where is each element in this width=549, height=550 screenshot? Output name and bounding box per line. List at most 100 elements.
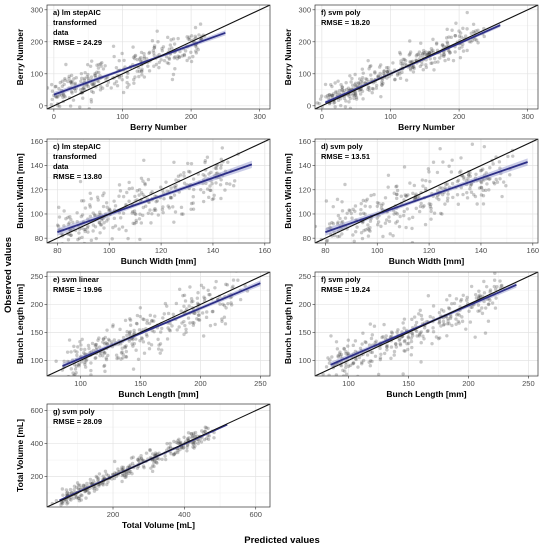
data-point xyxy=(77,496,81,501)
data-point xyxy=(176,450,180,455)
data-point xyxy=(397,338,401,342)
data-point xyxy=(398,337,402,341)
data-point xyxy=(124,344,128,348)
data-point xyxy=(379,224,383,229)
data-point xyxy=(155,461,159,465)
data-point xyxy=(98,231,102,235)
data-point xyxy=(398,342,402,346)
data-point xyxy=(69,350,73,354)
data-point xyxy=(190,441,195,445)
data-point xyxy=(369,193,373,198)
data-point xyxy=(318,97,323,101)
data-point xyxy=(176,439,180,443)
data-point xyxy=(79,87,83,92)
data-point xyxy=(365,353,370,357)
data-point xyxy=(395,330,399,334)
data-point xyxy=(184,307,189,311)
data-point xyxy=(398,72,402,76)
data-point xyxy=(346,351,350,355)
data-point xyxy=(327,373,331,376)
data-point xyxy=(346,86,351,90)
data-point xyxy=(385,70,390,74)
data-point xyxy=(99,84,103,89)
data-point xyxy=(167,61,171,66)
data-point xyxy=(83,484,88,488)
data-point xyxy=(493,306,498,310)
data-point xyxy=(467,39,472,44)
data-point xyxy=(145,334,149,338)
data-point xyxy=(340,232,344,236)
data-point xyxy=(81,483,86,487)
data-point xyxy=(185,438,189,442)
data-point xyxy=(348,74,352,78)
data-point xyxy=(160,348,164,352)
data-point xyxy=(351,233,355,237)
data-point xyxy=(177,55,182,59)
data-point xyxy=(473,194,478,199)
data-point xyxy=(83,206,88,210)
data-point xyxy=(412,65,416,69)
data-point xyxy=(150,319,154,323)
data-point xyxy=(71,371,75,375)
x-tick-label: 200 xyxy=(453,112,466,121)
data-point xyxy=(64,488,69,492)
plot-area xyxy=(47,272,270,376)
data-point xyxy=(149,221,153,225)
data-point xyxy=(351,207,355,212)
data-point xyxy=(459,156,463,160)
data-point xyxy=(329,82,333,87)
data-point xyxy=(59,93,63,97)
data-point xyxy=(449,35,453,40)
data-point xyxy=(124,354,128,359)
data-point xyxy=(76,363,81,367)
data-point xyxy=(68,228,72,233)
data-point xyxy=(189,161,194,166)
data-point xyxy=(457,313,462,317)
data-point xyxy=(379,352,383,356)
data-point xyxy=(146,64,150,68)
data-point xyxy=(487,188,491,192)
data-point xyxy=(89,75,94,79)
data-point xyxy=(97,220,101,225)
data-point xyxy=(191,320,195,325)
x-tick-label: 200 xyxy=(107,510,120,519)
data-point xyxy=(178,447,182,452)
data-point xyxy=(142,52,146,56)
data-point xyxy=(121,90,126,95)
data-point xyxy=(134,337,138,341)
data-point xyxy=(394,342,398,346)
data-point xyxy=(72,244,75,247)
data-point xyxy=(199,440,204,444)
data-point xyxy=(157,65,161,70)
data-point xyxy=(340,209,345,213)
data-point xyxy=(67,110,70,113)
data-point xyxy=(58,80,62,85)
data-point xyxy=(450,323,454,328)
data-point xyxy=(101,483,105,487)
data-point xyxy=(351,343,355,348)
data-point xyxy=(191,177,196,181)
data-point xyxy=(219,178,223,182)
data-point xyxy=(203,158,208,163)
data-point xyxy=(132,331,136,335)
data-point xyxy=(66,500,70,505)
data-point xyxy=(65,491,69,495)
data-point xyxy=(372,192,376,197)
data-point xyxy=(335,197,340,202)
data-point xyxy=(196,291,200,295)
data-point xyxy=(130,186,134,190)
data-point xyxy=(133,211,137,216)
data-point xyxy=(165,337,170,341)
data-point xyxy=(421,334,425,338)
data-point xyxy=(499,284,503,288)
data-point xyxy=(388,335,393,339)
data-point xyxy=(447,322,451,326)
x-axis-label: Berry Number xyxy=(130,122,187,132)
data-point xyxy=(236,278,240,282)
data-point xyxy=(395,212,399,216)
data-point xyxy=(78,483,82,487)
data-point xyxy=(448,51,452,55)
data-point xyxy=(107,207,111,211)
data-point xyxy=(75,481,80,485)
data-point xyxy=(398,343,403,347)
